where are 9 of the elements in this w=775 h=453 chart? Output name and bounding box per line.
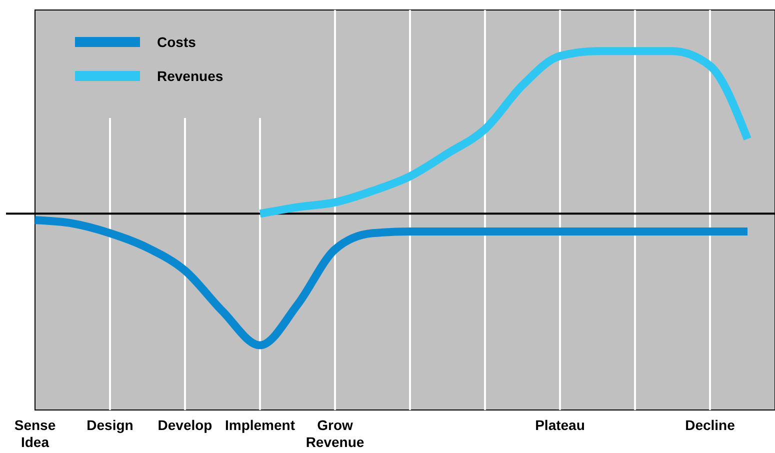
- x-tick-label: Design: [86, 417, 134, 433]
- x-tick-label: Implement: [224, 417, 296, 433]
- legend-label: Costs: [157, 34, 196, 50]
- x-tick-label: Develop: [158, 417, 212, 433]
- x-tick-label: Plateau: [535, 417, 585, 433]
- x-tick-label: Decline: [685, 417, 736, 433]
- legend-label: Revenues: [157, 68, 224, 84]
- x-tick-label: Grow Revenue: [306, 417, 364, 450]
- x-tick-label: Sense Idea: [14, 417, 56, 450]
